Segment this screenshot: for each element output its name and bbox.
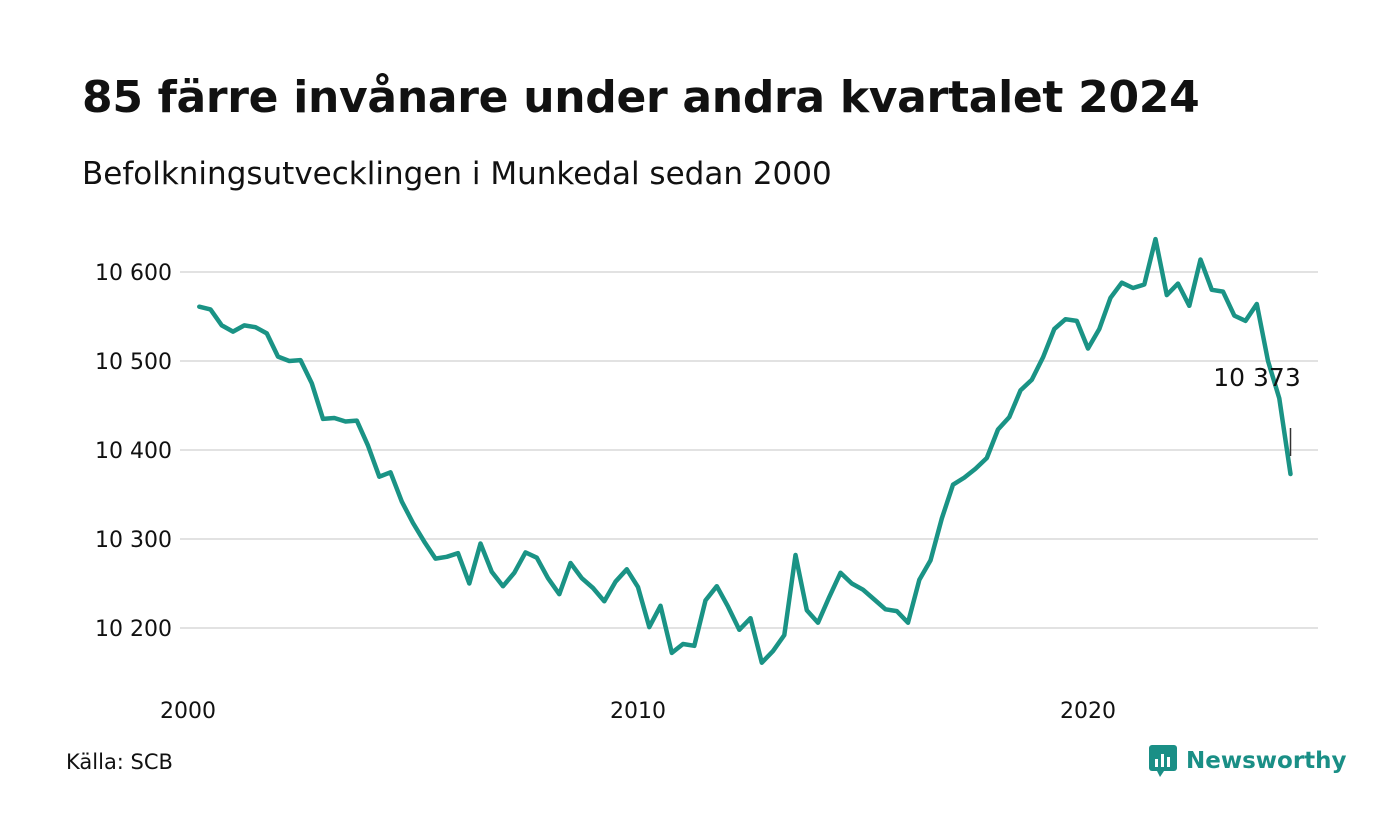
brand-logo[interactable]: Newsworthy bbox=[1148, 744, 1347, 778]
chart-title: 85 färre invånare under andra kvartalet … bbox=[82, 72, 1200, 123]
x-tick-label: 2010 bbox=[610, 699, 666, 724]
end-annotation: 10 373 bbox=[1213, 363, 1301, 456]
x-tick-label: 2020 bbox=[1060, 699, 1116, 724]
y-tick-label: 10 600 bbox=[95, 261, 172, 286]
brand-name: Newsworthy bbox=[1186, 748, 1347, 774]
y-tick-label: 10 200 bbox=[95, 617, 172, 642]
x-tick-label: 2000 bbox=[160, 699, 216, 724]
y-tick-label: 10 300 bbox=[95, 528, 172, 553]
series-line bbox=[197, 236, 1293, 665]
source-note: Källa: SCB bbox=[66, 750, 173, 774]
newsworthy-logo-icon bbox=[1149, 745, 1177, 777]
end-value-label: 10 373 bbox=[1213, 363, 1300, 392]
y-tick-label: 10 500 bbox=[95, 350, 172, 375]
x-axis-labels: 2000 2010 2020 bbox=[160, 699, 1116, 724]
y-tick-label: 10 400 bbox=[95, 439, 172, 464]
chart-subtitle: Befolkningsutvecklingen i Munkedal sedan… bbox=[82, 156, 832, 192]
gridlines bbox=[180, 271, 1318, 629]
y-axis-labels: 10 200 10 300 10 400 10 500 10 600 bbox=[95, 261, 172, 642]
series-group bbox=[197, 236, 1293, 665]
